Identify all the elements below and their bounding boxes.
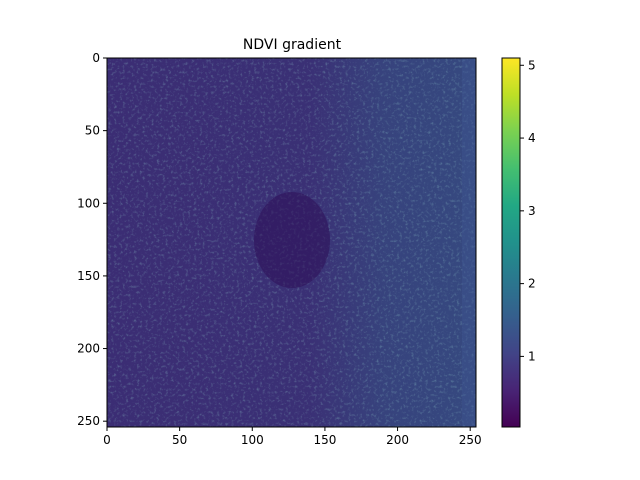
y-tick-label-2: 100 [77, 196, 100, 210]
x-tick-label-4: 200 [386, 433, 409, 447]
y-tick-label-0: 0 [92, 51, 100, 65]
chart-title: NDVI gradient [243, 37, 342, 53]
colorbar [501, 57, 521, 428]
colorbar-tick-label-4: 5 [528, 58, 536, 72]
y-axis: 0 50 100 150 200 250 [77, 51, 107, 428]
colorbar-tick-label-1: 2 [528, 277, 536, 291]
heatmap-image [107, 58, 476, 427]
y-tick-label-3: 150 [77, 269, 100, 283]
y-tick-label-5: 250 [77, 414, 100, 428]
y-tick-label-4: 200 [77, 342, 100, 356]
x-axis: 0 50 100 150 200 250 [103, 427, 482, 447]
right-edge-band [462, 58, 476, 427]
x-tick-label-3: 150 [313, 433, 336, 447]
colorbar-tick-label-0: 1 [528, 349, 536, 363]
plot-frame [106, 57, 477, 428]
x-tick-label-5: 250 [459, 433, 482, 447]
colorbar-tick-label-2: 3 [528, 204, 536, 218]
x-tick-label-0: 0 [103, 433, 111, 447]
colorbar-axis: 1 2 3 4 5 [520, 58, 536, 363]
dark-patch [254, 192, 330, 288]
x-tick-label-1: 50 [172, 433, 187, 447]
x-tick-label-2: 100 [241, 433, 264, 447]
y-tick-label-1: 50 [85, 124, 100, 138]
colorbar-tick-label-3: 4 [528, 131, 536, 145]
